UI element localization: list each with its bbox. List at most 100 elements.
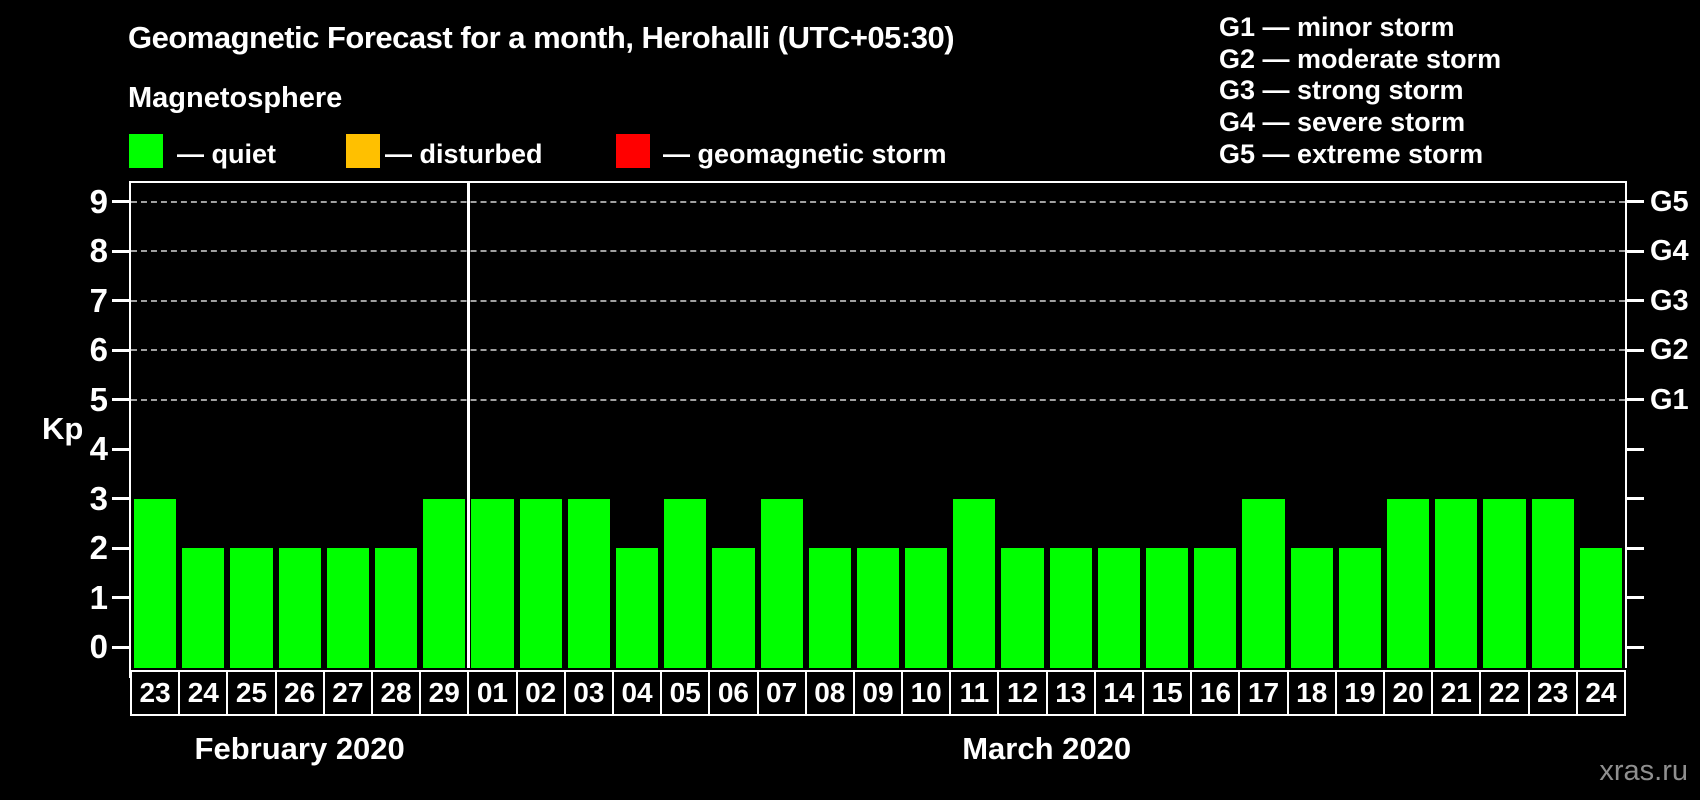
kp-tick-label: 0 [89, 628, 108, 665]
kp-bar [1097, 548, 1141, 668]
kp-tick-label: 1 [89, 578, 108, 616]
day-label-box: 12 [997, 670, 1048, 716]
kp-bar [134, 498, 177, 668]
g-scale-legend: G1 — minor storm G2 — moderate storm G3 … [1219, 12, 1501, 171]
month-label: March 2020 [962, 731, 1132, 766]
day-label-box: 11 [949, 670, 1000, 716]
g-axis-tick [1627, 645, 1644, 649]
kp-bar [471, 498, 514, 668]
day-label-box: 15 [1142, 670, 1193, 716]
kp-bar [808, 548, 851, 668]
kp-bar [1242, 498, 1285, 668]
gridline-kp7 [131, 299, 1625, 302]
kp-bar [423, 498, 466, 668]
kp-bar [1387, 498, 1430, 668]
chart-title: Geomagnetic Forecast for a month, Heroha… [128, 20, 955, 55]
kp-bar [712, 548, 755, 668]
g-axis-tick [1627, 497, 1644, 500]
g2-legend-line: G2 — moderate storm [1219, 43, 1502, 74]
kp-tick-label: 3 [89, 479, 108, 517]
kp-bar [1290, 548, 1333, 668]
day-label-box: 13 [1045, 670, 1096, 716]
kp-bar [230, 548, 273, 668]
kp-tick-label: 7 [89, 281, 108, 319]
g-axis-tick [1627, 596, 1644, 599]
day-label-box: 06 [708, 670, 759, 716]
day-label-box: 21 [1431, 670, 1482, 716]
kp-bar [615, 548, 659, 668]
g-tick-label: G2 [1650, 334, 1689, 366]
kp-bar [856, 548, 900, 668]
kp-tick-label: 9 [89, 182, 108, 220]
day-label-box: 17 [1238, 670, 1289, 716]
g-axis-tick [1627, 348, 1644, 352]
day-label-box: 05 [660, 670, 711, 716]
gridline-kp6 [131, 349, 1625, 351]
month-divider-line [466, 183, 470, 668]
day-label-box: 23 [130, 670, 181, 716]
day-label-box: 19 [1334, 670, 1386, 716]
plot-area [129, 181, 1627, 668]
kp-bar [1194, 548, 1237, 668]
quiet-swatch [129, 134, 163, 168]
day-label-box: 03 [563, 670, 614, 716]
day-label-box: 24 [1575, 670, 1626, 716]
g-axis-tick [1627, 200, 1644, 203]
kp-bar [905, 548, 948, 668]
kp-bar [953, 498, 996, 668]
kp-axis-tick [112, 596, 129, 599]
kp-axis-tick [112, 200, 129, 203]
day-label-box: 09 [852, 670, 904, 716]
g1-legend-line: G1 — minor storm [1219, 12, 1455, 42]
g-tick-label: G4 [1650, 235, 1689, 267]
day-label-box: 29 [419, 670, 470, 716]
kp-axis-tick [112, 546, 129, 550]
kp-axis-tick [112, 398, 129, 401]
kp-bar [1579, 548, 1622, 668]
kp-tick-label: 6 [89, 331, 108, 368]
kp-bar [1001, 548, 1044, 668]
kp-tick-label: 2 [89, 529, 108, 566]
kp-bar [1146, 548, 1189, 668]
gridline-kp9 [131, 200, 1625, 203]
g-axis-tick [1627, 249, 1644, 253]
disturbed-swatch [346, 134, 380, 168]
day-label-box: 10 [901, 670, 952, 716]
day-label-box: 18 [1286, 670, 1337, 716]
day-label-box: 24 [178, 670, 229, 716]
kp-axis-tick [112, 447, 129, 451]
day-label-box: 14 [1093, 670, 1145, 716]
day-label-box: 16 [1190, 670, 1241, 716]
kp-axis-tick [112, 645, 129, 649]
day-label-box: 25 [226, 670, 277, 716]
kp-axis-tick [112, 299, 129, 302]
storm-legend-label: — geomagnetic storm [663, 139, 947, 169]
quiet-legend-label: — quiet [177, 139, 276, 169]
kp-bar [760, 498, 803, 668]
kp-tick-label: 4 [89, 430, 108, 467]
kp-tick-label: 5 [89, 380, 108, 418]
g5-legend-line: G5 — extreme storm [1219, 138, 1484, 169]
kp-axis-tick [112, 249, 129, 253]
gridline-kp8 [131, 250, 1625, 252]
kp-bar [182, 548, 225, 668]
day-label-box: 01 [467, 670, 518, 716]
kp-axis-tick [112, 497, 129, 500]
disturbed-legend-label: — disturbed [385, 139, 543, 169]
kp-bar [1483, 498, 1526, 668]
day-label-box: 07 [756, 670, 807, 716]
g-axis-tick [1627, 299, 1644, 302]
xras-watermark: xras.ru [1599, 755, 1688, 787]
kp-bar [374, 548, 418, 668]
day-label-box: 02 [515, 670, 566, 716]
day-label-box: 26 [274, 670, 325, 716]
day-label-box: 22 [1479, 670, 1530, 716]
g-tick-label: G5 [1650, 185, 1689, 218]
kp-bar [664, 498, 707, 668]
magnetosphere-subtitle: Magnetosphere [128, 82, 343, 114]
kp-bar [519, 498, 562, 668]
g-axis-tick [1627, 447, 1644, 451]
kp-bar [326, 548, 369, 668]
kp-tick-label: 8 [89, 232, 108, 269]
